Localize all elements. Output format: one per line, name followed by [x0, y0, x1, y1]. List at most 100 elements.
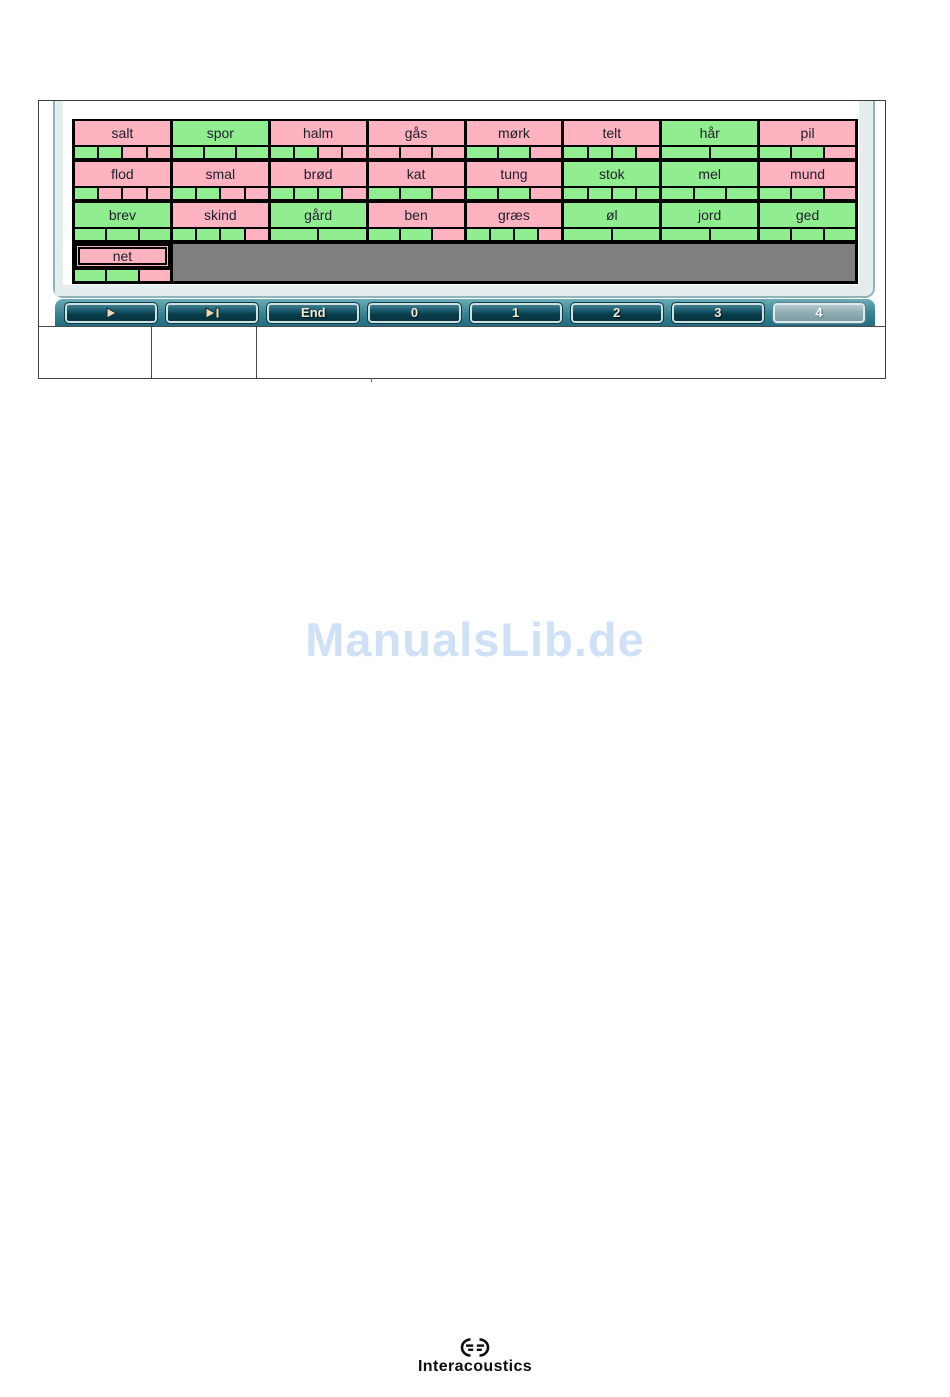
phoneme-box[interactable]	[564, 229, 611, 240]
phoneme-box[interactable]	[588, 147, 611, 158]
word-gård[interactable]: gård	[270, 203, 366, 227]
phoneme-box[interactable]	[368, 147, 399, 158]
phoneme-box[interactable]	[270, 188, 293, 199]
word-pil[interactable]: pil	[760, 121, 855, 145]
phoneme-box[interactable]	[75, 147, 98, 158]
skip-button[interactable]	[165, 301, 260, 324]
phoneme-box[interactable]	[539, 229, 562, 240]
phoneme-box[interactable]	[197, 229, 220, 240]
phoneme-box[interactable]	[172, 147, 204, 158]
phoneme-box[interactable]	[612, 229, 660, 240]
phoneme-box[interactable]	[147, 147, 170, 158]
phoneme-box[interactable]	[433, 229, 464, 240]
word-kat[interactable]: kat	[368, 162, 464, 186]
phoneme-box[interactable]	[139, 229, 170, 240]
word-mel[interactable]: mel	[662, 162, 758, 186]
phoneme-box[interactable]	[99, 188, 122, 199]
phoneme-box[interactable]	[662, 229, 709, 240]
phoneme-box[interactable]	[197, 188, 220, 199]
score-1-button[interactable]: 1	[468, 301, 563, 324]
phoneme-box[interactable]	[221, 229, 244, 240]
phoneme-box[interactable]	[792, 147, 823, 158]
phoneme-box[interactable]	[531, 147, 562, 158]
play-button[interactable]	[64, 301, 159, 324]
phoneme-box[interactable]	[710, 147, 758, 158]
phoneme-box[interactable]	[245, 229, 268, 240]
phoneme-box[interactable]	[368, 188, 399, 199]
phoneme-box[interactable]	[123, 188, 146, 199]
phoneme-box[interactable]	[75, 270, 106, 281]
phoneme-box[interactable]	[75, 188, 98, 199]
phoneme-box[interactable]	[637, 147, 660, 158]
phoneme-box[interactable]	[760, 229, 791, 240]
score-0-button[interactable]: 0	[367, 301, 462, 324]
phoneme-box[interactable]	[824, 188, 856, 199]
word-telt[interactable]: telt	[564, 121, 660, 145]
phoneme-box[interactable]	[75, 229, 106, 240]
word-ben[interactable]: ben	[368, 203, 464, 227]
phoneme-box[interactable]	[237, 147, 268, 158]
phoneme-box[interactable]	[294, 188, 318, 199]
phoneme-box[interactable]	[824, 147, 856, 158]
phoneme-box[interactable]	[270, 229, 318, 240]
phoneme-box[interactable]	[400, 229, 432, 240]
phoneme-box[interactable]	[662, 147, 709, 158]
phoneme-box[interactable]	[588, 188, 611, 199]
phoneme-box[interactable]	[147, 188, 170, 199]
word-smal[interactable]: smal	[172, 162, 268, 186]
word-brød[interactable]: brød	[270, 162, 366, 186]
phoneme-box[interactable]	[400, 188, 432, 199]
phoneme-box[interactable]	[99, 147, 122, 158]
phoneme-box[interactable]	[490, 229, 513, 240]
phoneme-box[interactable]	[498, 188, 530, 199]
phoneme-box[interactable]	[662, 188, 693, 199]
phoneme-box[interactable]	[107, 229, 138, 240]
word-gås[interactable]: gås	[368, 121, 464, 145]
word-græs[interactable]: græs	[466, 203, 562, 227]
word-tung[interactable]: tung	[466, 162, 562, 186]
score-3-button[interactable]: 3	[670, 301, 765, 324]
phoneme-box[interactable]	[792, 229, 823, 240]
word-skind[interactable]: skind	[172, 203, 268, 227]
phoneme-box[interactable]	[433, 188, 464, 199]
phoneme-box[interactable]	[221, 188, 244, 199]
word-flod[interactable]: flod	[75, 162, 170, 186]
phoneme-box[interactable]	[433, 147, 464, 158]
word-halm[interactable]: halm	[270, 121, 366, 145]
phoneme-box[interactable]	[319, 229, 366, 240]
phoneme-box[interactable]	[710, 229, 758, 240]
phoneme-box[interactable]	[760, 147, 791, 158]
score-4-button[interactable]: 4	[771, 301, 866, 324]
word-hår[interactable]: hår	[662, 121, 758, 145]
phoneme-box[interactable]	[531, 188, 562, 199]
phoneme-box[interactable]	[564, 188, 587, 199]
phoneme-box[interactable]	[760, 188, 791, 199]
phoneme-box[interactable]	[514, 229, 538, 240]
phoneme-box[interactable]	[564, 147, 587, 158]
phoneme-box[interactable]	[466, 229, 489, 240]
end-button[interactable]: End	[266, 301, 361, 324]
score-2-button[interactable]: 2	[569, 301, 664, 324]
phoneme-box[interactable]	[368, 229, 399, 240]
word-salt[interactable]: salt	[75, 121, 170, 145]
word-øl[interactable]: øl	[564, 203, 660, 227]
phoneme-box[interactable]	[172, 229, 196, 240]
phoneme-box[interactable]	[139, 270, 170, 281]
word-spor[interactable]: spor	[172, 121, 268, 145]
phoneme-box[interactable]	[343, 188, 366, 199]
phoneme-box[interactable]	[400, 147, 432, 158]
phoneme-box[interactable]	[343, 147, 366, 158]
phoneme-box[interactable]	[824, 229, 856, 240]
phoneme-box[interactable]	[792, 188, 823, 199]
phoneme-box[interactable]	[245, 188, 268, 199]
phoneme-box[interactable]	[612, 188, 636, 199]
phoneme-box[interactable]	[270, 147, 293, 158]
word-brev[interactable]: brev	[75, 203, 170, 227]
word-net[interactable]: net	[75, 244, 170, 268]
word-ged[interactable]: ged	[760, 203, 855, 227]
phoneme-box[interactable]	[107, 270, 138, 281]
phoneme-box[interactable]	[726, 188, 758, 199]
word-jord[interactable]: jord	[662, 203, 758, 227]
phoneme-box[interactable]	[319, 188, 342, 199]
phoneme-box[interactable]	[498, 147, 530, 158]
